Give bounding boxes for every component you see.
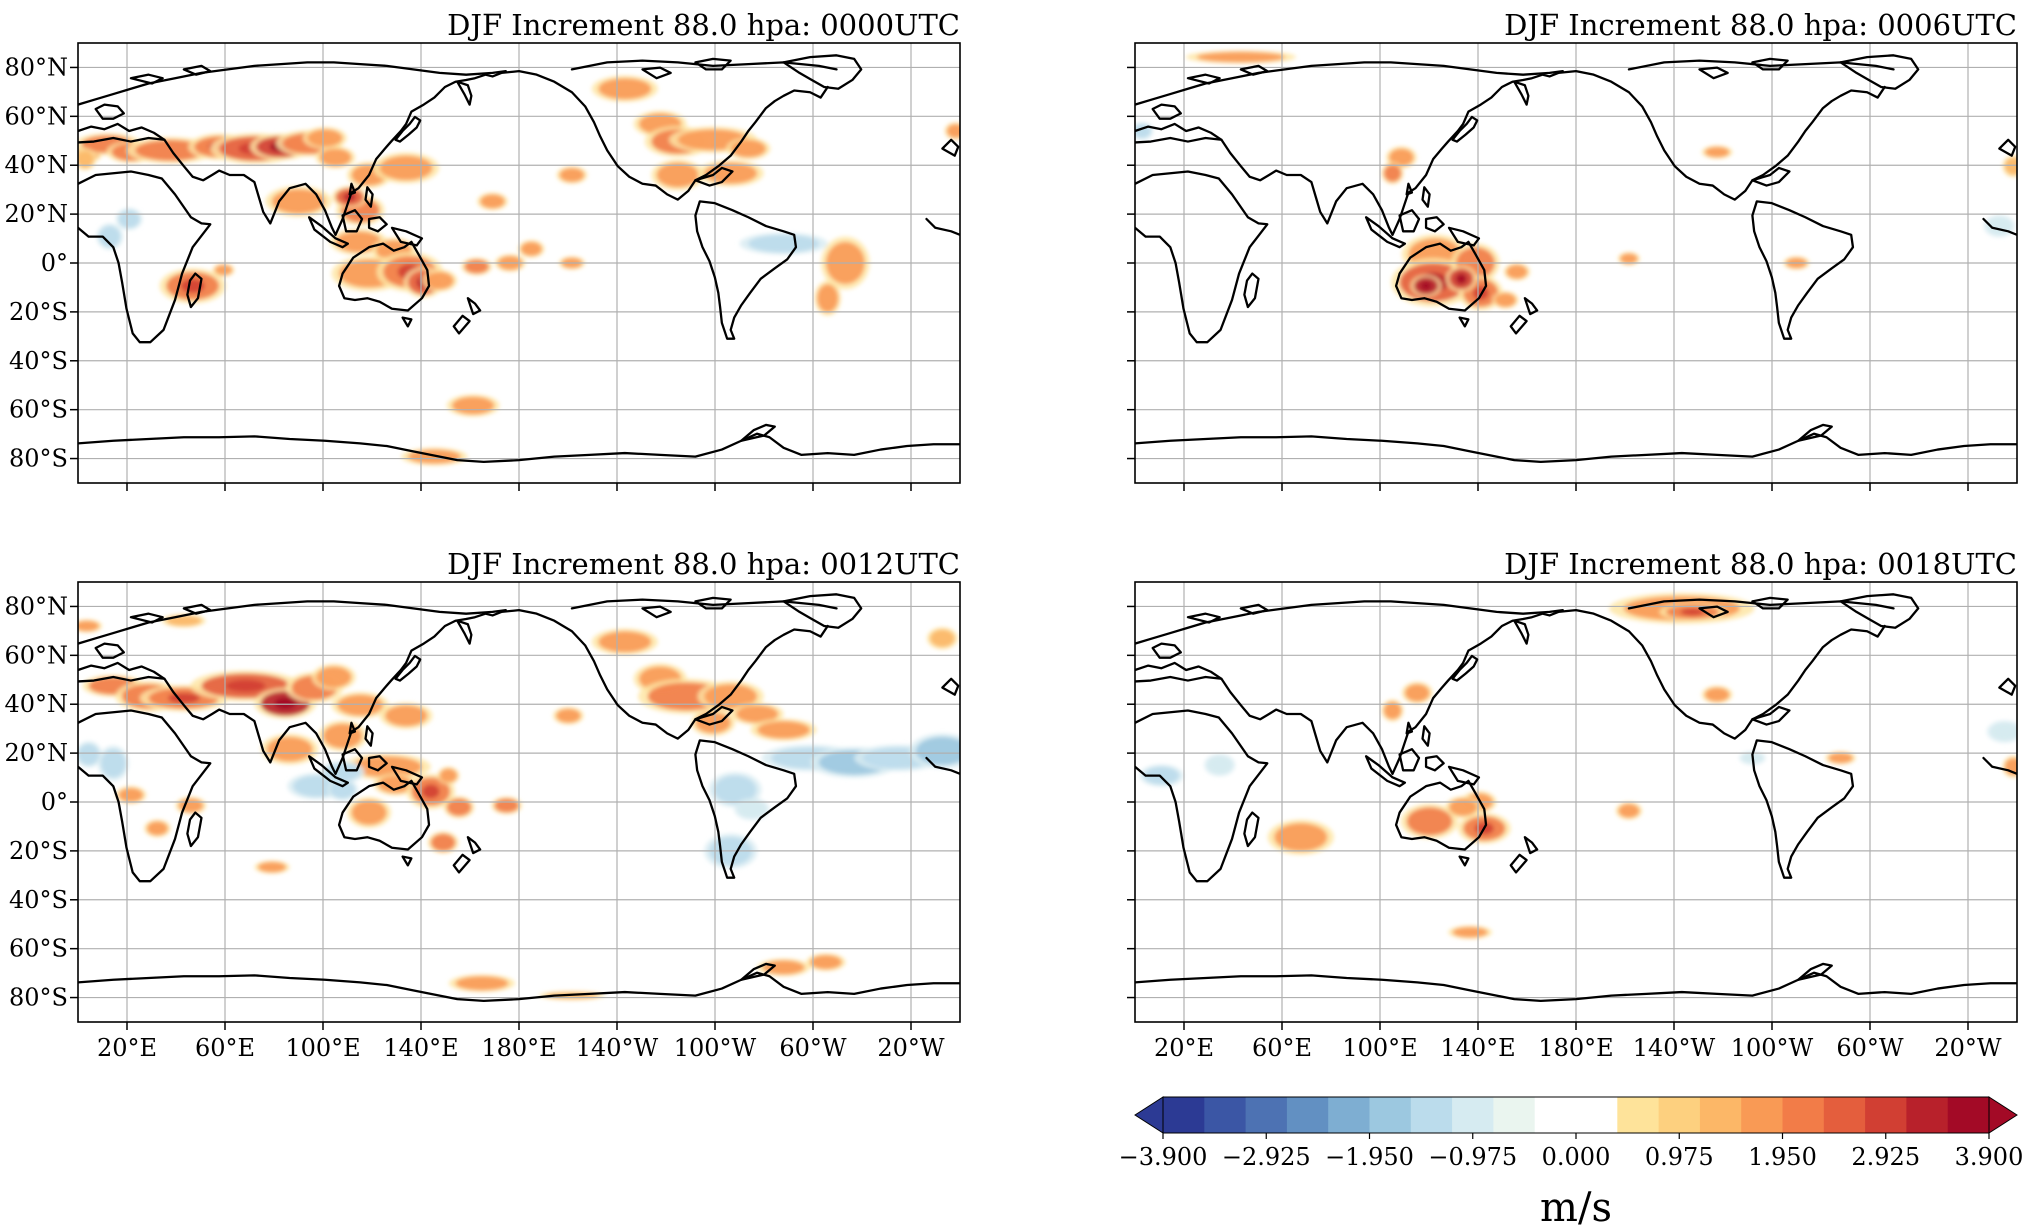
increment-field [78,75,960,466]
gridlines [1135,582,2017,1022]
lon-tick-label: 100°W [1731,1034,1814,1062]
panel-title: DJF Increment 88.0 hpa: 0012UTC [447,547,960,581]
panel-title: DJF Increment 88.0 hpa: 0000UTC [447,8,960,42]
map-panel-0006UTC: DJF Increment 88.0 hpa: 0006UTC [1127,8,2018,491]
colorbar-bin [1452,1097,1494,1133]
lon-tick-label: 20°E [1154,1034,1214,1062]
colorbar-tick-label: 1.950 [1748,1143,1817,1171]
lon-tick-label: 180°E [481,1034,556,1062]
lat-tick-label: 80°S [9,984,68,1012]
panel-title: DJF Increment 88.0 hpa: 0006UTC [1504,8,2017,42]
colorbar-tick-label: 2.925 [1851,1143,1920,1171]
map-panel-0018UTC: DJF Increment 88.0 hpa: 0018UTC 20°E 60°E 1… [1127,547,2018,1062]
colorbar-bin [1286,1097,1329,1133]
lat-tick-label: 80°S [9,445,68,473]
lat-tick-label: 60°N [4,641,68,669]
panel-title: DJF Increment 88.0 hpa: 0018UTC [1504,547,2017,581]
lat-tick-label: 60°N [4,102,68,130]
increment-field [1135,50,2017,311]
gridlines [78,43,960,483]
lon-tick-label: 140°E [383,1034,458,1062]
lat-tick-label: 20°N [4,200,68,228]
colorbar-bin [1699,1097,1742,1133]
colorbar-bin [1493,1097,1536,1133]
gridlines [78,582,960,1022]
lon-tick-label: 20°E [97,1034,157,1062]
lon-tick-label: 60°W [779,1034,847,1062]
lon-tick-label: 60°W [1836,1034,1904,1062]
lon-tick-label: 20°W [1934,1034,2002,1062]
colorbar-max-extend [1988,1096,2018,1134]
colorbar-bin [1328,1097,1370,1133]
colorbar-min-extend [1134,1096,1164,1134]
gridlines [1135,43,2017,483]
colorbar-bin [1947,1097,1990,1133]
colorbar-bin [1617,1097,1660,1133]
colorbar-bin [1823,1097,1866,1133]
colorbar-bin [1534,1097,1577,1133]
lat-tick-label: 20°S [9,298,68,326]
map-panel-0000UTC: DJF Increment 88.0 hpa: 0000UTC 80°N 60°N 4… [4,8,961,491]
lat-tick-label: 60°S [9,935,68,963]
lat-tick-label: 60°S [9,396,68,424]
colorbar-bin [1204,1097,1247,1133]
colorbar-unit-label: m/s [1540,1185,1612,1231]
colorbar-bin [1410,1097,1453,1133]
colorbar-bin [1865,1097,1907,1133]
lon-tick-label: 180°E [1538,1034,1613,1062]
lat-tick-label: 80°N [4,592,68,620]
colorbar-bin [1906,1097,1949,1133]
lat-tick-label: 40°N [4,151,68,179]
map-panel-0012UTC: DJF Increment 88.0 hpa: 0012UTC 80°N 60°N 4… [4,547,961,1062]
lat-tick-label: 0° [41,249,68,277]
colorbar-tick-label: −2.925 [1222,1143,1311,1171]
lon-tick-label: 60°E [195,1034,255,1062]
lat-tick-label: 20°N [4,739,68,767]
colorbar: −3.900 −2.925 −1.950 −0.975 0.000 0.975 1.950 2… [1119,1096,2024,1231]
lat-tick-label: 40°S [9,347,68,375]
colorbar-tick-label: −0.975 [1428,1143,1517,1171]
colorbar-tick-label: 0.000 [1542,1143,1611,1171]
lon-tick-label: 100°E [1342,1034,1417,1062]
colorbar-tick-label: −3.900 [1119,1143,1208,1171]
colorbar-tick-label: 0.975 [1645,1143,1714,1171]
lon-tick-label: 20°W [877,1034,945,1062]
colorbar-bin [1658,1097,1701,1133]
colorbar-tick-label: −1.950 [1325,1143,1414,1171]
colorbar-bin [1163,1097,1205,1133]
colorbar-tick-label: 3.900 [1955,1143,2024,1171]
lat-tick-label: 0° [41,788,68,816]
lat-tick-label: 20°S [9,837,68,865]
lon-tick-label: 60°E [1252,1034,1312,1062]
lon-tick-label: 100°W [674,1034,757,1062]
lon-tick-label: 140°E [1440,1034,1515,1062]
colorbar-bin [1782,1097,1825,1133]
lon-tick-label: 100°E [285,1034,360,1062]
lat-tick-label: 40°S [9,886,68,914]
colorbar-bin [1369,1097,1412,1133]
colorbar-bin [1741,1097,1783,1133]
colorbar-bin [1245,1097,1288,1133]
colorbar-bin [1576,1097,1618,1133]
lon-tick-label: 140°W [1633,1034,1716,1062]
lat-tick-label: 80°N [4,53,68,81]
map-panels: DJF Increment 88.0 hpa: 0000UTC 80°N 60°N 4… [4,8,2018,1062]
lon-tick-label: 140°W [576,1034,659,1062]
lat-tick-label: 40°N [4,690,68,718]
